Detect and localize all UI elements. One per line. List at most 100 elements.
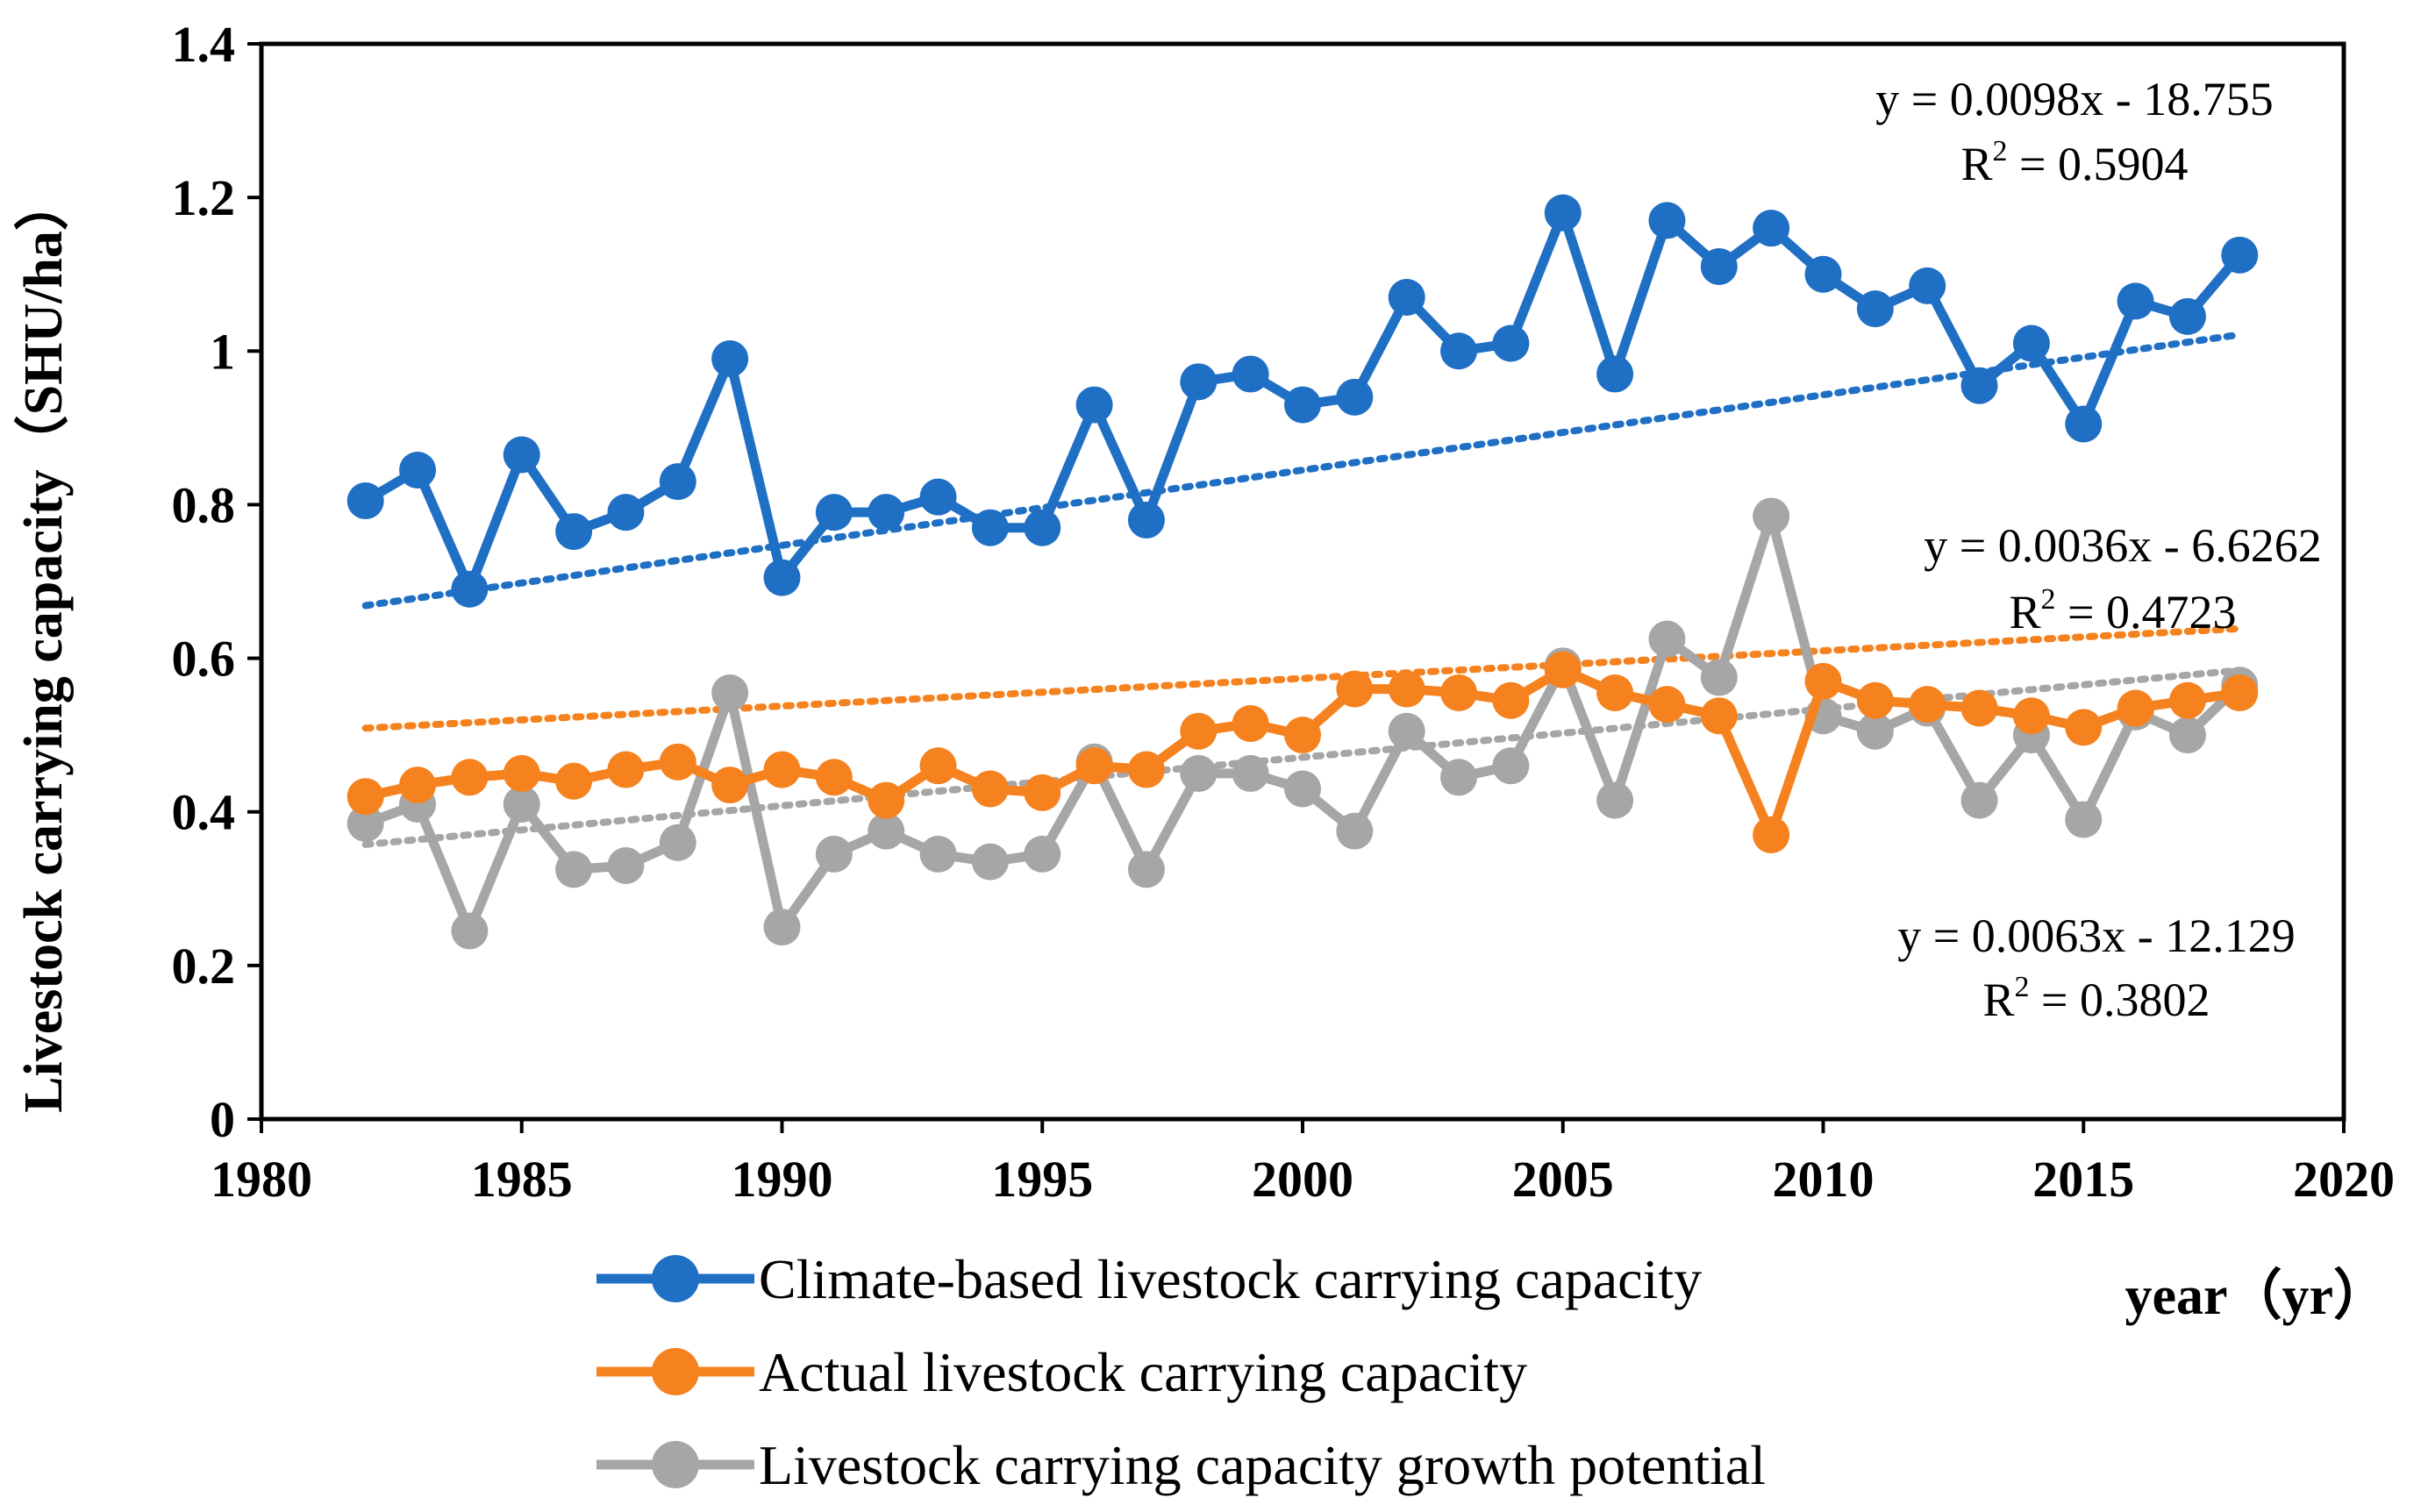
y-tick-label: 1.4: [172, 16, 236, 73]
point-actual-2006: [1596, 674, 1634, 711]
point-climate-1997: [1127, 501, 1165, 538]
x-tick-label: 2000: [1252, 1151, 1353, 1208]
point-actual-1993: [919, 747, 957, 785]
point-climate-1988: [659, 463, 696, 501]
x-axis-ticks: 1980 1985 1990 1995 2000 2005 2010 2015 2020: [211, 1119, 2395, 1208]
point-climate-2015: [2065, 405, 2103, 443]
x-tick-label: 1995: [991, 1151, 1093, 1208]
point-actual-2001: [1336, 670, 1374, 708]
point-climate-2016: [2117, 282, 2154, 320]
point-climate-2010: [1804, 255, 1842, 293]
point-actual-2005: [1544, 651, 1582, 688]
point-potential-1999: [1232, 754, 1269, 792]
point-climate-1989: [711, 340, 749, 378]
point-climate-1992: [868, 494, 905, 531]
point-climate-1982: [346, 482, 384, 520]
point-potential-1993: [919, 835, 957, 873]
legend-label-climate: Climate-based livestock carrying capacit…: [759, 1248, 1702, 1310]
point-actual-1983: [399, 767, 437, 804]
y-tick-label: 0: [210, 1091, 235, 1148]
point-potential-2011: [1856, 712, 1894, 750]
point-climate-1984: [451, 570, 489, 608]
point-actual-1990: [763, 751, 801, 788]
x-tick-label: 2015: [2032, 1151, 2134, 1208]
point-potential-1992: [868, 812, 905, 850]
legend-label-potential: Livestock carrying capacity growth poten…: [759, 1434, 1766, 1496]
legend-item-climate: Climate-based livestock carrying capacit…: [596, 1248, 1702, 1310]
point-potential-1984: [451, 912, 489, 950]
point-actual-2013: [1960, 689, 1998, 727]
point-actual-1991: [815, 759, 853, 796]
point-actual-1989: [711, 767, 749, 804]
point-actual-2007: [1648, 686, 1686, 724]
x-tick-label: 1980: [211, 1151, 312, 1208]
x-tick-label: 2005: [1512, 1151, 1614, 1208]
point-climate-1999: [1232, 355, 1269, 393]
x-tick-label: 1990: [732, 1151, 833, 1208]
point-climate-2013: [1960, 367, 1998, 404]
x-tick-label: 2020: [2293, 1151, 2395, 1208]
point-actual-2002: [1388, 670, 1425, 708]
series-actual: [346, 651, 2259, 853]
point-potential-1991: [815, 835, 853, 873]
equation-actual-line: y = 0.0036x - 6.6262: [1924, 519, 2321, 572]
point-actual-2010: [1804, 662, 1842, 700]
y-tick-label: 0.8: [172, 476, 236, 533]
series-climate: [346, 194, 2259, 608]
point-climate-2009: [1753, 210, 1790, 247]
data-series: [346, 194, 2259, 950]
point-actual-1984: [451, 759, 489, 796]
point-potential-1987: [607, 847, 645, 885]
trendline-actual: [361, 624, 2244, 732]
point-actual-1996: [1075, 747, 1113, 785]
point-potential-1995: [1024, 835, 1061, 873]
point-actual-1992: [868, 781, 905, 819]
point-climate-2000: [1284, 386, 1321, 424]
point-actual-2009: [1753, 816, 1790, 853]
point-potential-1997: [1127, 851, 1165, 888]
equation-climate: y = 0.0098x - 18.755 R2 = 0.5904: [1875, 73, 2273, 190]
y-tick-label: 1.2: [172, 169, 236, 226]
point-potential-1988: [659, 824, 696, 861]
point-actual-2016: [2117, 689, 2154, 727]
point-actual-1988: [659, 743, 696, 781]
point-actual-1985: [503, 754, 540, 792]
x-tick-label: 1985: [471, 1151, 573, 1208]
point-climate-2017: [2168, 297, 2206, 335]
point-potential-2003: [1440, 759, 1478, 796]
point-climate-1985: [503, 436, 540, 474]
point-climate-1996: [1075, 386, 1113, 424]
point-potential-1990: [763, 909, 801, 946]
point-climate-2014: [2012, 325, 2050, 362]
point-climate-2005: [1544, 194, 1582, 232]
equation-actual: y = 0.0036x - 6.6262 R2 = 0.4723: [1924, 519, 2321, 638]
point-potential-1985: [503, 785, 540, 823]
point-climate-1986: [555, 513, 593, 551]
equation-climate-line: y = 0.0098x - 18.755: [1875, 73, 2273, 125]
point-climate-1990: [763, 559, 801, 596]
point-climate-2011: [1856, 290, 1894, 328]
point-climate-2002: [1388, 278, 1425, 316]
point-potential-1998: [1180, 754, 1218, 792]
point-climate-1991: [815, 494, 853, 531]
point-potential-2013: [1960, 781, 1998, 819]
point-climate-1998: [1180, 363, 1218, 401]
legend-label-actual: Actual livestock carrying capacity: [759, 1341, 1527, 1403]
point-actual-1986: [555, 762, 593, 800]
legend-marker-climate: [652, 1255, 699, 1302]
y-tick-label: 0.2: [172, 938, 236, 995]
point-climate-2012: [1909, 267, 1946, 304]
point-actual-1998: [1180, 712, 1218, 750]
x-tick-label: 2010: [1773, 1151, 1875, 1208]
point-climate-1994: [971, 509, 1009, 546]
point-actual-2000: [1284, 717, 1321, 754]
point-actual-2018: [2221, 674, 2259, 711]
point-climate-2008: [1700, 247, 1738, 285]
legend-marker-potential: [652, 1441, 699, 1488]
point-climate-2018: [2221, 236, 2259, 274]
equation-potential-line: y = 0.0063x - 12.129: [1897, 909, 2295, 962]
point-potential-2009: [1753, 497, 1790, 535]
point-actual-2008: [1700, 697, 1738, 735]
point-actual-2015: [2065, 709, 2103, 746]
